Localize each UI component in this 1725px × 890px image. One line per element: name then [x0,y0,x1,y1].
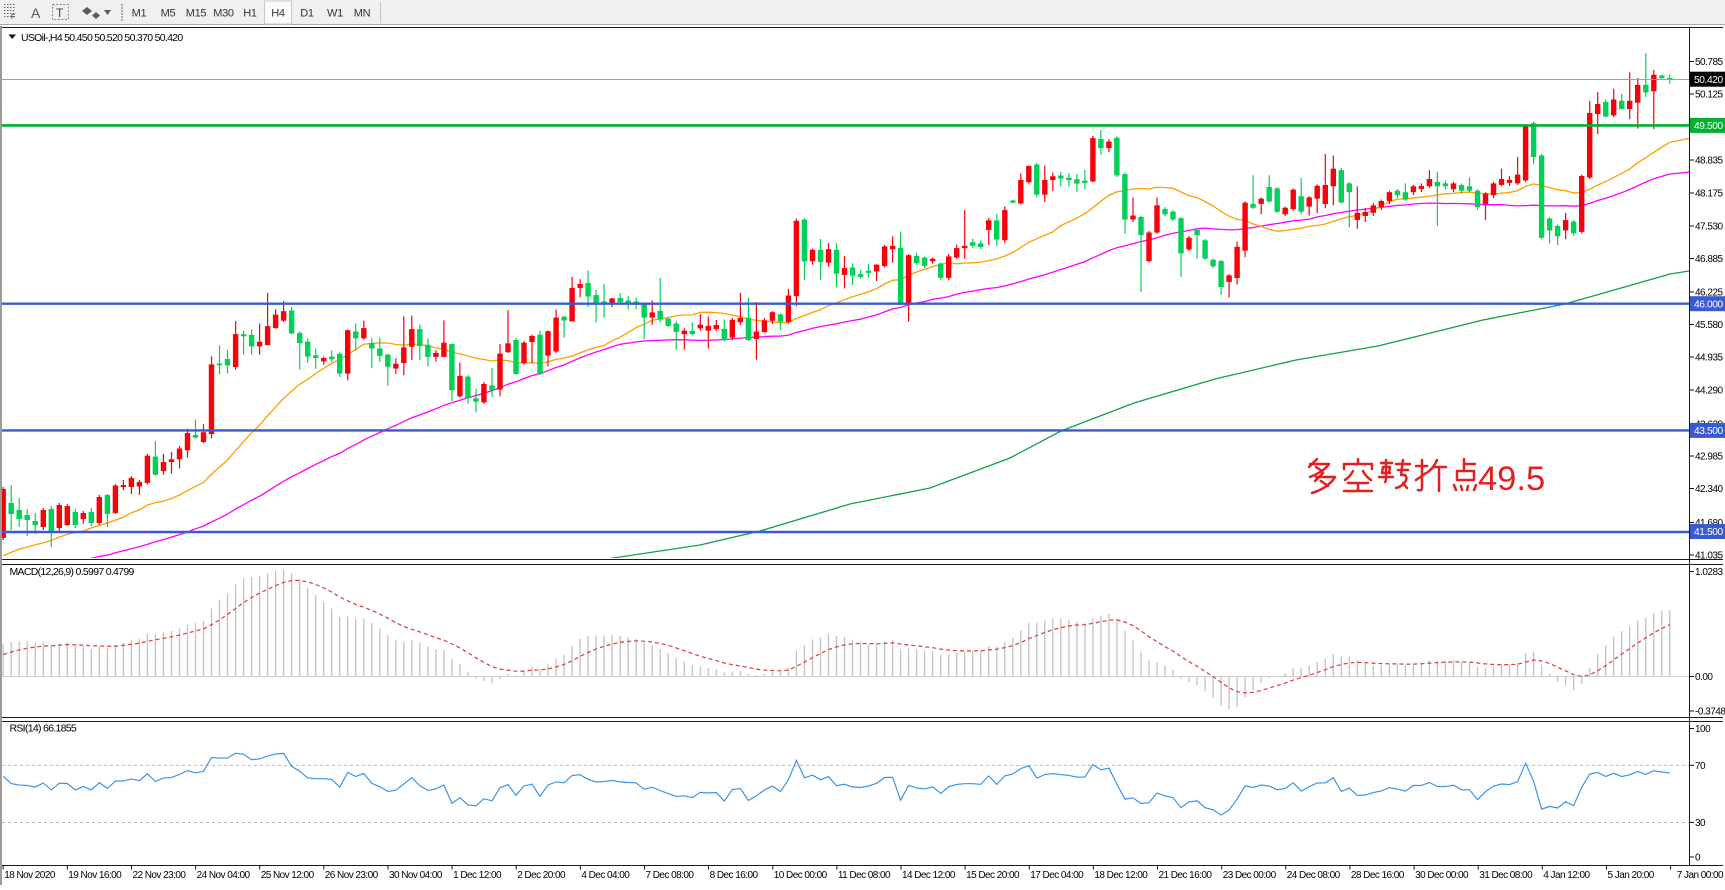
svg-text:49.5: 49.5 [1478,460,1545,498]
svg-text:2 Dec 20:00: 2 Dec 20:00 [517,870,566,881]
svg-text:100: 100 [1695,724,1711,735]
svg-text:14 Dec 12:00: 14 Dec 12:00 [902,870,956,881]
svg-text:42.340: 42.340 [1695,484,1724,495]
svg-text:22 Nov 23:00: 22 Nov 23:00 [133,870,187,881]
svg-text:7 Jan 00:00: 7 Jan 00:00 [1677,870,1724,881]
svg-text:31 Dec 08:00: 31 Dec 08:00 [1479,870,1533,881]
svg-text:18 Nov 2020: 18 Nov 2020 [4,870,56,881]
svg-text:18 Dec 12:00: 18 Dec 12:00 [1094,870,1148,881]
svg-text:70: 70 [1695,761,1706,772]
svg-text:47.530: 47.530 [1695,222,1724,233]
svg-text:21 Dec 16:00: 21 Dec 16:00 [1159,870,1213,881]
svg-text:MN: MN [354,8,371,20]
svg-text:H4: H4 [271,8,285,20]
svg-text:1 Dec 12:00: 1 Dec 12:00 [453,870,502,881]
svg-text:5 Jan 20:00: 5 Jan 20:00 [1608,870,1655,881]
svg-text:25 Nov 12:00: 25 Nov 12:00 [261,870,315,881]
svg-text:24 Nov 04:00: 24 Nov 04:00 [197,870,251,881]
svg-text:4 Jan 12:00: 4 Jan 12:00 [1543,870,1590,881]
svg-text:4 Dec 04:00: 4 Dec 04:00 [581,870,630,881]
svg-text:24 Dec 08:00: 24 Dec 08:00 [1287,870,1341,881]
svg-text:M30: M30 [213,8,234,20]
svg-text:44.935: 44.935 [1695,353,1724,364]
svg-text:M1: M1 [132,8,147,20]
svg-text:26 Nov 23:00: 26 Nov 23:00 [325,870,379,881]
svg-text:41.500: 41.500 [1694,527,1723,538]
svg-text:D1: D1 [300,8,314,20]
svg-text:RSI(14) 66.1855: RSI(14) 66.1855 [10,723,77,735]
svg-text:48.835: 48.835 [1695,156,1724,167]
svg-text:W1: W1 [327,8,343,20]
svg-text:30 Dec 00:00: 30 Dec 00:00 [1415,870,1469,881]
svg-text:M15: M15 [186,8,207,20]
svg-text:0.00: 0.00 [1695,672,1713,683]
svg-text:50.785: 50.785 [1695,57,1724,68]
svg-text:15 Dec 20:00: 15 Dec 20:00 [966,870,1020,881]
svg-text:30 Nov 04:00: 30 Nov 04:00 [389,870,443,881]
svg-text:M5: M5 [161,8,176,20]
svg-text:H1: H1 [243,8,257,20]
svg-text:8 Dec 16:00: 8 Dec 16:00 [710,870,759,881]
svg-text:44.290: 44.290 [1695,386,1724,397]
svg-text:11 Dec 08:00: 11 Dec 08:00 [838,870,891,881]
svg-text:50.125: 50.125 [1695,90,1724,101]
svg-text:48.175: 48.175 [1695,189,1724,200]
svg-text:41.680: 41.680 [1695,518,1724,529]
svg-text:50.420: 50.420 [1694,75,1723,86]
svg-text:7 Dec 08:00: 7 Dec 08:00 [646,870,695,881]
svg-text:10 Dec 00:00: 10 Dec 00:00 [774,870,828,881]
svg-text:46.000: 46.000 [1694,299,1723,310]
svg-text:A: A [31,5,41,21]
svg-text:0: 0 [1695,853,1701,864]
svg-text:28 Dec 16:00: 28 Dec 16:00 [1351,870,1405,881]
svg-text:46.225: 46.225 [1695,288,1724,299]
svg-text:30: 30 [1695,818,1706,829]
svg-text:1.0283: 1.0283 [1695,567,1724,578]
svg-text:49.500: 49.500 [1694,121,1723,132]
svg-text:46.885: 46.885 [1695,254,1724,265]
svg-text:-0.3748: -0.3748 [1695,707,1725,718]
svg-text:MACD(12,26,9) 0.5997 0.4799: MACD(12,26,9) 0.5997 0.4799 [10,566,135,578]
svg-text:17 Dec 04:00: 17 Dec 04:00 [1030,870,1084,881]
svg-text:45.580: 45.580 [1695,320,1724,331]
svg-text:T: T [56,6,64,20]
svg-text:43.500: 43.500 [1694,426,1723,437]
svg-text:19 Nov 16:00: 19 Nov 16:00 [68,870,122,881]
svg-text:41.035: 41.035 [1695,551,1724,562]
svg-text:23 Dec 00:00: 23 Dec 00:00 [1223,870,1277,881]
svg-text:42.985: 42.985 [1695,452,1724,463]
svg-text:F: F [11,14,15,21]
svg-text:USOil-,H4 50.450 50.520 50.37: USOil-,H4 50.450 50.520 50.370 50.420 [21,32,183,44]
